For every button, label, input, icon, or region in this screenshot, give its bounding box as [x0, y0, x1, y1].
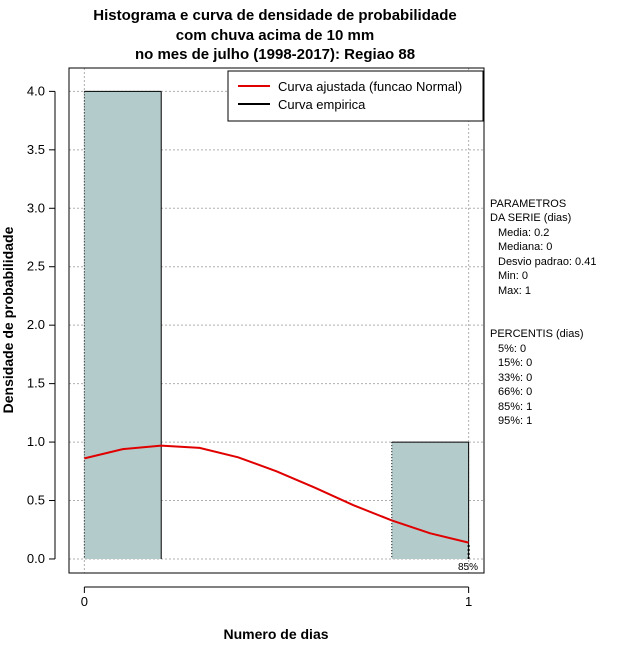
chart-title: Histograma e curva de densidade de proba… — [93, 7, 456, 63]
percentile-5: 5%: 0 — [498, 343, 526, 355]
legend-box — [227, 70, 484, 122]
x-tick-label-0: 0 — [81, 594, 88, 609]
percentile-85: 85%: 1 — [498, 401, 532, 413]
params-title-line-1: PARAMETROS — [490, 198, 566, 210]
legend: Curva ajustada (funcao Normal) Curva emp… — [227, 70, 484, 122]
percentile-95: 95%: 1 — [498, 415, 532, 427]
y-tick-label-5: 2.5 — [27, 259, 45, 274]
y-tick-label-8: 4.0 — [27, 83, 45, 98]
param-mean: Media: 0.2 — [498, 227, 549, 239]
y-tick-label-0: 0.0 — [27, 551, 45, 566]
legend-label-empirical: Curva empirica — [278, 97, 366, 112]
density-curves — [84, 444, 470, 559]
title-line-2: com chuva acima de 10 mm — [176, 27, 374, 44]
axes: 0 1 0.0 0.5 1.0 1.5 2.0 2.5 3.0 3.5 4.0 — [27, 83, 472, 609]
y-tick-label-2: 1.0 — [27, 434, 45, 449]
param-median: Mediana: 0 — [498, 241, 552, 253]
y-tick-label-1: 0.5 — [27, 493, 45, 508]
legend-label-fitted: Curva ajustada (funcao Normal) — [278, 79, 462, 94]
param-stdev: Desvio padrao: 0.41 — [498, 256, 596, 268]
y-tick-label-6: 3.0 — [27, 200, 45, 215]
percentile-marker-label: 85% — [458, 562, 478, 573]
percentiles-title: PERCENTIS (dias) — [490, 328, 584, 340]
percentile-33: 33%: 0 — [498, 372, 532, 384]
histogram-bars — [83, 90, 470, 559]
param-min: Min: 0 — [498, 270, 528, 282]
param-max: Max: 1 — [498, 285, 531, 297]
histogram-bar-1 — [391, 442, 469, 559]
y-tick-label-3: 1.5 — [27, 376, 45, 391]
y-tick-label-7: 3.5 — [27, 142, 45, 157]
fitted-normal-curve — [84, 444, 469, 544]
percentile-66: 66%: 0 — [498, 386, 532, 398]
percentile-15: 15%: 0 — [498, 357, 532, 369]
side-panel-parameters: PARAMETROS DA SERIE (dias) Media: 0.2 Me… — [490, 198, 596, 297]
x-tick-label-1: 1 — [465, 594, 472, 609]
x-axis-title: Numero de dias — [223, 626, 328, 642]
side-panel-percentiles: PERCENTIS (dias) 5%: 0 15%: 0 33%: 0 66%… — [490, 328, 584, 427]
params-title-line-2: DA SERIE (dias) — [490, 212, 571, 224]
y-axis-title: Densidade de probabilidade — [0, 226, 16, 413]
y-tick-label-4: 2.0 — [27, 317, 45, 332]
title-line-1: Histograma e curva de densidade de proba… — [93, 7, 456, 24]
title-line-3: no mes de julho (1998-2017): Regiao 88 — [135, 46, 415, 63]
histogram-bar-0 — [84, 91, 162, 559]
plot-frame — [68, 67, 485, 574]
